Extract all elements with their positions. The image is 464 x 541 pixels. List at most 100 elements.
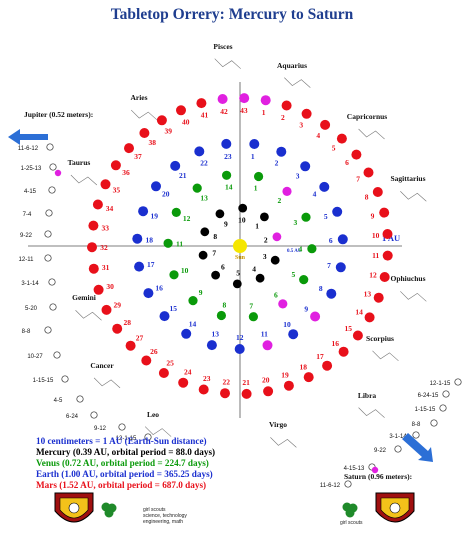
mercury-dot [215, 209, 225, 219]
constellation-lines [284, 77, 311, 88]
earth-num: 15 [170, 304, 178, 313]
earth-num: 6 [329, 236, 333, 245]
jupiter-marker [46, 143, 54, 151]
jupiter-date: 9-22 [20, 233, 33, 239]
mars-num: 14 [355, 308, 363, 317]
earth-num: 13 [211, 330, 219, 339]
jupiter-date: 10-27 [27, 354, 43, 360]
mercury-dot [255, 273, 265, 283]
mars-num: 13 [364, 290, 372, 299]
earth-dot [143, 288, 154, 299]
mars-num: 3 [299, 121, 303, 130]
mars-dot [379, 272, 390, 282]
saturn-marker [394, 445, 402, 453]
mars-dot [196, 98, 207, 109]
mars-num: 10 [372, 231, 380, 240]
saturn-date: 8-8 [412, 422, 421, 428]
earth-num: 16 [155, 284, 163, 293]
venus-num: 12 [183, 214, 191, 223]
venus-dot [169, 270, 179, 280]
earth-dot [181, 328, 192, 339]
saturn-date: 3-1-14 [389, 434, 407, 440]
venus-num: 9 [199, 288, 203, 297]
jupiter-marker [48, 278, 56, 286]
earth-num: 20 [162, 189, 170, 198]
venus-dot [188, 296, 198, 306]
jupiter-marker-highlight [54, 169, 62, 177]
jupiter-arrow [8, 129, 48, 145]
jupiter-marker [49, 163, 57, 171]
mars-num: 24 [184, 368, 192, 377]
mercury-num: 9 [224, 219, 228, 228]
mars-num: 21 [242, 378, 250, 387]
earth-dot [134, 261, 145, 272]
venus-dot [163, 238, 173, 248]
girl-scouts-text-right: girl scouts [340, 520, 363, 526]
earth-num: 17 [147, 260, 155, 269]
legend-venus: Venus (0.72 AU, orbital period = 224.7 d… [36, 458, 209, 468]
mars-num: 33 [102, 223, 110, 232]
earth-dot [300, 161, 311, 172]
mercury-num: 8 [213, 232, 217, 241]
mars-dot [178, 377, 189, 388]
earth-num: 5 [324, 212, 328, 221]
jupiter-date: 7-4 [23, 212, 32, 218]
earth-num: 23 [224, 152, 232, 161]
mars-num: 23 [203, 374, 211, 383]
mars-num: 5 [332, 143, 336, 152]
page-title: Tabletop Orrery: Mercury to Saturn [110, 6, 354, 23]
jupiter-date: 9-12 [94, 426, 107, 432]
mars-dot [88, 220, 99, 231]
mars-dot [260, 95, 271, 106]
mars-num: 17 [316, 352, 324, 361]
venus-num: 14 [225, 183, 233, 192]
mars-dot [198, 384, 209, 395]
program-logo-left [54, 492, 94, 523]
venus-dot [216, 310, 226, 321]
venus-num: 8 [223, 300, 227, 309]
venus-dot [278, 299, 288, 309]
saturn-date: 1-15-15 [415, 407, 436, 413]
mars-dot [382, 229, 393, 239]
earth-dot [319, 181, 330, 192]
venus-dot [307, 244, 317, 254]
jupiter-date: 6-24 [66, 414, 79, 420]
mars-dot [239, 93, 250, 104]
earth-dot [249, 139, 260, 149]
constellation-label: Virgo [269, 420, 287, 429]
mars-num: 25 [166, 359, 174, 368]
earth-dot [234, 344, 245, 354]
constellation-lines [75, 310, 102, 321]
jupiter-date: 12-11 [19, 257, 35, 263]
mercury-num: 6 [221, 262, 225, 271]
girl-scouts-logo-left [101, 502, 117, 518]
legend-earth: Earth (1.00 AU, orbital period = 365.25 … [36, 469, 213, 479]
mars-dot [322, 360, 333, 371]
venus-num: 1 [254, 184, 258, 193]
mars-dot [156, 115, 167, 126]
constellation-lines [358, 407, 385, 418]
jupiter-date: 1-15-15 [33, 378, 54, 384]
venus-dot [301, 212, 311, 222]
mars-num: 42 [220, 107, 228, 116]
legend-mercury: Mercury (0.39 AU, orbital period = 88.0 … [36, 447, 216, 457]
program-logo-right [375, 492, 415, 523]
saturn-marker [344, 480, 352, 488]
venus-num: 13 [200, 193, 208, 202]
mercury-num: 7 [212, 248, 216, 257]
earth-num: 1 [251, 152, 255, 161]
jupiter-marker [44, 254, 52, 262]
girl-scouts-text-left: engineering, math [143, 519, 183, 525]
jupiter-marker [48, 186, 56, 194]
mars-dot [283, 380, 294, 391]
mars-num: 22 [222, 377, 230, 386]
earth-num: 18 [145, 236, 153, 245]
constellation-label: Leo [147, 410, 159, 419]
mercury-dot [270, 255, 280, 265]
venus-dot [192, 183, 202, 193]
earth-num: 10 [283, 320, 291, 329]
venus-num: 4 [299, 244, 303, 253]
mars-num: 29 [114, 301, 122, 310]
mars-num: 1 [262, 108, 266, 117]
